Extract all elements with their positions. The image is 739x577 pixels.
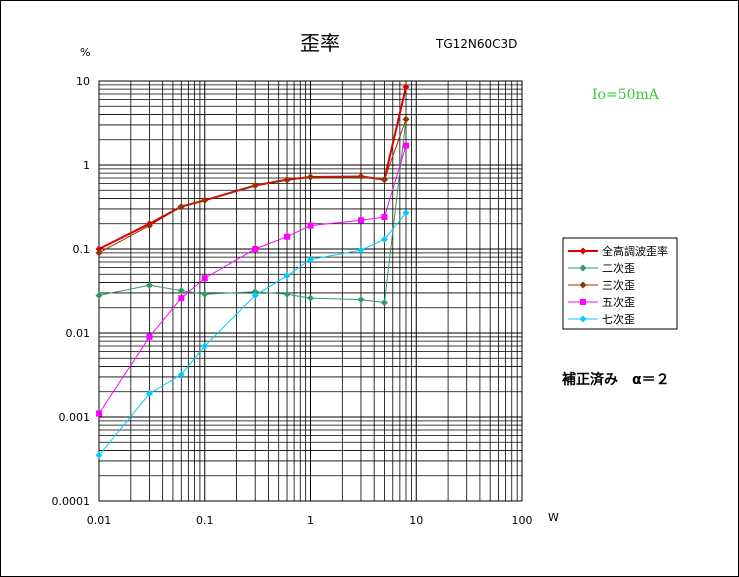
- data-point: [177, 203, 185, 211]
- series-line: [98, 119, 407, 254]
- y-tick-label: 0.1: [73, 243, 91, 256]
- data-point: [145, 390, 153, 398]
- legend-item: 七次歪: [568, 312, 635, 326]
- data-point: [307, 294, 314, 302]
- grid: [98, 81, 522, 502]
- x-axis-unit: W: [548, 511, 559, 524]
- x-tick-label: 1: [307, 514, 314, 527]
- data-point: [95, 291, 103, 299]
- legend-swatch-marker: [579, 315, 587, 323]
- data-point: [146, 333, 153, 340]
- series-group: [95, 83, 410, 459]
- legend-label: 二次歪: [602, 261, 635, 275]
- x-tick-label: 100: [512, 514, 533, 527]
- legend-label: 三次歪: [602, 278, 635, 292]
- data-point: [178, 295, 185, 302]
- data-point: [283, 176, 291, 184]
- series-4: [95, 209, 410, 459]
- y-tick-label: 0.001: [59, 411, 91, 424]
- data-point: [283, 290, 291, 298]
- y-tick-labels: 10 1 0.1 0.01 0.001 0.0001: [52, 75, 91, 508]
- x-tick-labels: 0.01 0.1 1 10 100: [87, 514, 533, 527]
- legend-swatch-marker: [579, 281, 587, 289]
- legend-item: 三次歪: [568, 278, 635, 292]
- data-point: [177, 371, 185, 379]
- legend-swatch-marker: [579, 264, 587, 272]
- series-line: [98, 86, 407, 250]
- x-tick-label: 0.01: [87, 514, 112, 527]
- data-point: [95, 451, 103, 459]
- series-0: [95, 83, 410, 253]
- legend-label: 全高調波歪率: [602, 244, 668, 258]
- series-line: [98, 212, 407, 456]
- series-3: [96, 142, 410, 417]
- data-point: [380, 176, 388, 184]
- data-point: [381, 214, 388, 221]
- series-1: [95, 115, 410, 307]
- plot-area-border: [98, 80, 523, 502]
- x-tick-label: 0.1: [196, 514, 214, 527]
- data-point: [357, 217, 364, 224]
- legend-item: 五次歪: [568, 295, 635, 309]
- data-point: [307, 173, 314, 181]
- chart-title: 歪率: [300, 31, 340, 55]
- y-axis-unit: %: [80, 46, 90, 59]
- y-tick-label: 0.01: [66, 327, 91, 340]
- data-point: [357, 296, 365, 304]
- legend-swatch-marker: [579, 247, 587, 255]
- data-point: [201, 290, 209, 298]
- legend-item: 全高調波歪率: [568, 244, 668, 258]
- condition-label: Io=50mA: [592, 87, 660, 103]
- data-point: [201, 196, 209, 204]
- series-line: [98, 145, 407, 414]
- legend-label: 七次歪: [602, 312, 635, 326]
- data-point: [402, 115, 410, 123]
- data-point: [201, 342, 209, 350]
- data-point: [96, 410, 102, 417]
- model-label: TG12N60C3D: [435, 37, 517, 51]
- data-point: [402, 209, 410, 217]
- y-tick-label: 10: [76, 75, 90, 88]
- data-point: [283, 272, 291, 280]
- data-point: [402, 83, 410, 91]
- legend-label: 五次歪: [602, 295, 635, 309]
- y-tick-label: 0.0001: [52, 495, 91, 508]
- data-point: [251, 288, 259, 296]
- data-point: [145, 281, 153, 289]
- data-point: [403, 142, 410, 149]
- data-point: [95, 245, 103, 253]
- correction-label: 補正済み α＝２: [561, 371, 670, 388]
- data-point: [380, 235, 388, 243]
- data-point: [307, 222, 314, 229]
- legend-swatch-marker: [580, 299, 586, 305]
- series-line: [98, 119, 407, 304]
- data-point: [380, 299, 388, 307]
- data-point: [201, 275, 208, 282]
- data-point: [307, 255, 314, 263]
- x-tick-label: 10: [409, 514, 423, 527]
- series-2: [95, 115, 410, 257]
- legend-item: 二次歪: [568, 261, 635, 275]
- data-point: [284, 233, 291, 240]
- data-point: [145, 222, 153, 230]
- data-point: [95, 249, 103, 257]
- y-tick-label: 1: [83, 159, 90, 172]
- data-point: [251, 182, 259, 190]
- data-point: [357, 246, 365, 254]
- data-point: [357, 172, 365, 180]
- data-point: [251, 291, 259, 299]
- data-point: [177, 287, 185, 295]
- data-point: [252, 246, 259, 252]
